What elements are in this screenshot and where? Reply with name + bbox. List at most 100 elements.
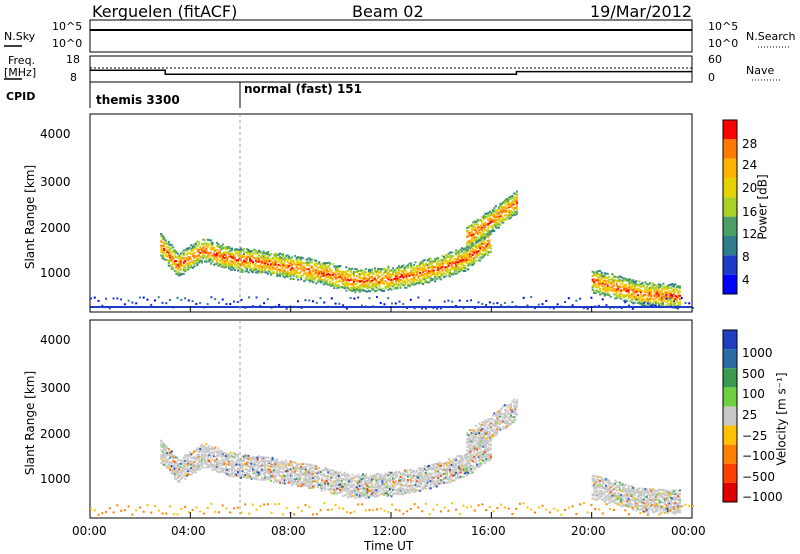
velocity-cell (303, 479, 306, 482)
velocity-cell (328, 487, 331, 490)
velocity-cell (178, 468, 181, 471)
power-cell (444, 272, 447, 275)
velocity-cell (211, 454, 214, 457)
velocity-cell (191, 468, 194, 471)
power-cell (312, 274, 315, 277)
velocity-cell (214, 456, 217, 459)
power-cell (472, 228, 475, 231)
velocity-cell (185, 474, 188, 477)
power-cell (596, 275, 599, 278)
power-cell (488, 214, 491, 217)
velocity-cell (402, 493, 405, 496)
velocity-cell (255, 473, 258, 476)
velocity-cell (200, 460, 203, 463)
power-cell (668, 286, 671, 289)
power-cell (297, 259, 300, 262)
power-cell (425, 274, 428, 277)
power-cell (515, 203, 518, 206)
power-cell (435, 269, 438, 272)
velocity-cell (176, 476, 179, 479)
power-cell (375, 284, 378, 287)
velocity-cbar-tick-1000: 1000 (742, 346, 773, 360)
velocity-cell (169, 466, 172, 469)
power-cell (437, 259, 440, 262)
power-cell (471, 249, 474, 252)
power-cell (503, 200, 506, 203)
power-cell (315, 272, 318, 275)
velocity-cell (321, 486, 324, 489)
power-cell (230, 252, 233, 255)
velocity-cell (244, 473, 247, 476)
power-cell (638, 287, 641, 290)
power-cell (503, 210, 506, 213)
velocity-cell (190, 463, 193, 466)
power-cell (388, 279, 391, 282)
power-cell (339, 270, 342, 273)
power-cell (232, 267, 235, 270)
power-cell (666, 284, 669, 287)
velocity-cell (373, 492, 376, 495)
power-cell (246, 251, 249, 254)
velocity-cell (220, 464, 223, 467)
power-cell (197, 243, 200, 246)
velocity-cell (316, 467, 319, 470)
power-cell (429, 279, 432, 282)
power-cell (241, 255, 244, 258)
power-cell (440, 278, 443, 281)
power-cell (641, 298, 644, 301)
power-cell (672, 284, 675, 287)
velocity-cell (316, 485, 319, 488)
power-cell (636, 284, 639, 287)
velocity-cell (291, 484, 294, 487)
velocity-cell (197, 463, 200, 466)
velocity-cell (346, 491, 349, 494)
power-cell (496, 224, 499, 227)
power-cell (639, 302, 642, 305)
power-cell (437, 269, 440, 272)
power-cell (500, 303, 503, 306)
power-cell (172, 267, 175, 270)
power-cell (322, 283, 325, 286)
power-cell (382, 282, 385, 285)
velocity-cell (331, 488, 334, 491)
velocity-cell (309, 487, 312, 490)
power-cell (638, 298, 641, 301)
power-cell (654, 297, 657, 300)
velocity-cell (208, 459, 211, 462)
power-cell (286, 264, 289, 267)
power-cell (462, 264, 465, 267)
power-cell (385, 282, 388, 285)
velocity-cell (163, 444, 166, 447)
power-cell (319, 272, 322, 275)
velocity-cell (214, 469, 217, 472)
velocity-cell (298, 469, 301, 472)
velocity-cell (191, 466, 194, 469)
power-cell (221, 254, 224, 257)
power-cell (499, 219, 502, 222)
power-cell (258, 249, 261, 252)
power-cell (485, 233, 488, 236)
power-cell (355, 287, 358, 290)
power-cell (617, 289, 620, 292)
power-cell (135, 302, 138, 305)
power-cell (322, 279, 325, 282)
velocity-cell (321, 484, 324, 487)
velocity-cell (184, 471, 187, 474)
power-cell (324, 266, 327, 269)
power-cell (366, 273, 369, 276)
power-cell (431, 278, 434, 281)
power-cell (493, 223, 496, 226)
power-cell (514, 192, 517, 195)
power-cell (398, 267, 401, 270)
velocity-cell (330, 492, 333, 495)
power-cell (647, 292, 650, 295)
power-cell (500, 202, 503, 205)
power-cell (330, 270, 333, 273)
velocity-cell (252, 456, 255, 459)
power-cell (423, 275, 426, 278)
power-cell (211, 260, 214, 263)
power-cell (187, 262, 190, 265)
velocity-cell (259, 472, 262, 475)
power-cell (446, 267, 449, 270)
velocity-cell (172, 457, 175, 460)
